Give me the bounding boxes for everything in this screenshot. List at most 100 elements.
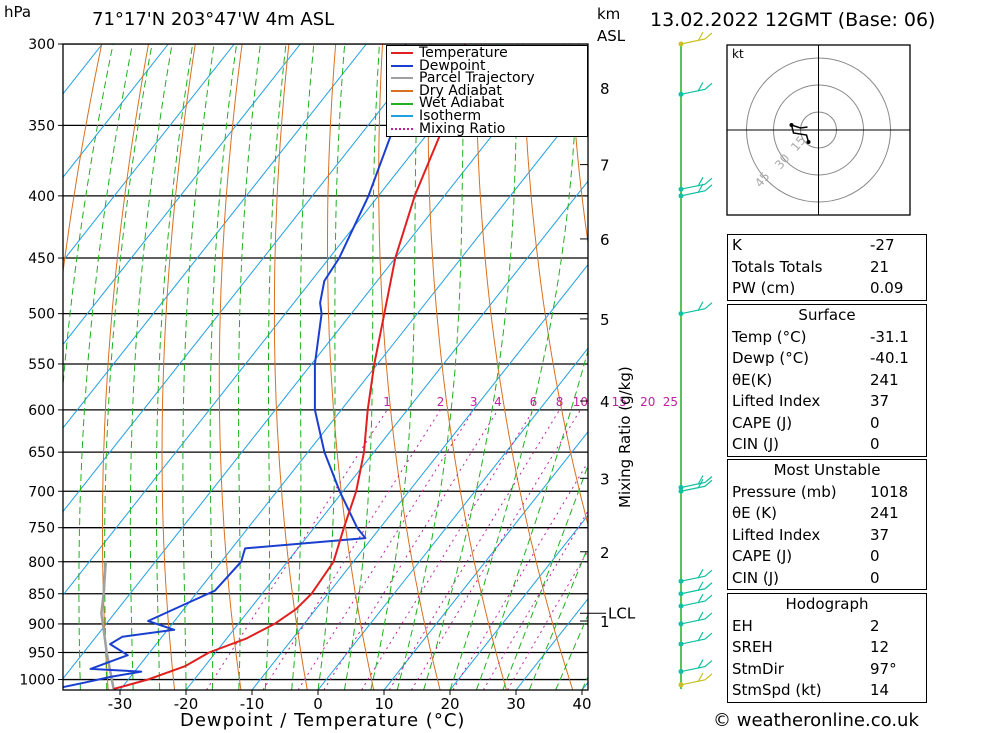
wind-barb-flag: [697, 176, 704, 187]
dry-adiabat-line: [102, 44, 149, 690]
mu-li-value: 37: [870, 525, 890, 544]
pressure-tick-label: 350: [28, 118, 55, 134]
legend-swatch: [391, 102, 413, 105]
wind-barb: [680, 476, 713, 489]
surface-thetae-value: 241: [870, 370, 899, 389]
pw-value: 0.09: [870, 279, 904, 297]
mu-pressure-value: 1018: [870, 482, 909, 501]
legend-item: Parcel Trajectory: [387, 71, 587, 85]
surface-cin-label: CIN (J): [732, 435, 780, 453]
temperature-tick-label: 30: [506, 695, 525, 713]
location-title: 71°17'N 203°47'W 4m ASL: [92, 9, 335, 30]
mixing-ratio-label: 4: [494, 395, 502, 409]
sreh-value: 12: [870, 638, 890, 656]
wet-adiabat-line: [528, 545, 588, 690]
asl-label: ASL: [597, 27, 626, 45]
mu-thetae-label: θE (K): [732, 504, 777, 522]
mu-li-label: Lifted Index: [732, 525, 821, 544]
temperature-tick-label: 10: [374, 695, 393, 713]
dry-adiabat-line: [63, 44, 103, 276]
mu-cape-label: CAPE (J): [732, 547, 793, 565]
wet-adiabat-line: [502, 464, 588, 690]
wind-barb: [680, 32, 713, 45]
mixing-ratio-line: [361, 409, 534, 690]
wind-barb-flag: [697, 475, 704, 485]
pressure-tick-label: 850: [28, 587, 55, 603]
mixing-ratio-line: [410, 409, 581, 690]
parcel-trajectory-line: [100, 561, 115, 690]
isotherm-line: [63, 44, 235, 262]
isotherm-line: [185, 180, 588, 690]
wet-adiabat-line: [238, 44, 261, 690]
indices-table: K -27 Totals Totals 21 PW (cm) 0.09: [727, 234, 927, 301]
wind-barb: [680, 612, 713, 625]
temperature-tick-label: 0: [313, 695, 323, 713]
surface-cin-value: 0: [870, 435, 880, 453]
copyright-link[interactable]: © weatheronline.co.uk: [713, 710, 919, 731]
dry-adiabat-line: [427, 44, 507, 690]
wet-adiabat-line: [78, 44, 133, 690]
pressure-tick-label: 400: [28, 189, 55, 205]
dry-adiabat-line: [522, 44, 588, 527]
legend-label: Isotherm: [419, 107, 482, 124]
isotherm-line: [251, 263, 588, 690]
km-tick-label: 8: [600, 80, 610, 98]
surface-dewp-value: -40.1: [870, 349, 909, 367]
mixing-ratio-line: [452, 461, 588, 690]
mixing-ratio-line: [507, 549, 588, 690]
wind-barb: [680, 594, 713, 607]
most-unstable-table: Most Unstable Pressure (mb) 1018 θE (K) 24…: [727, 459, 927, 590]
wind-barb-flag: [697, 631, 704, 642]
isotherm-line: [63, 44, 565, 680]
dry-adiabat-line: [161, 44, 196, 690]
pressure-tick-label: 700: [28, 484, 55, 500]
mixing-ratio-label: 15: [612, 395, 627, 409]
x-axis-title: Dewpoint / Temperature (°C): [180, 710, 466, 731]
legend-label: Dewpoint: [419, 57, 486, 74]
wind-barb: [680, 582, 713, 595]
isotherm-line: [63, 44, 433, 513]
wet-adiabat-line: [396, 44, 466, 690]
temperature-tick-label: 20: [440, 695, 459, 713]
wind-barb: [680, 184, 713, 197]
pressure-tick-label: 900: [28, 617, 55, 633]
surface-cape-label: CAPE (J): [732, 413, 793, 432]
legend-label: Dry Adiabat: [419, 82, 502, 99]
wind-barb: [680, 632, 713, 645]
km-tick-label: 4: [600, 393, 610, 411]
wind-barb: [680, 177, 713, 190]
mu-cape-value: 0: [870, 547, 880, 565]
km-tick-label: 1: [600, 613, 610, 631]
mu-cin-label: CIN (J): [732, 568, 780, 587]
surface-li-label: Lifted Index: [732, 392, 821, 410]
isotherm-line: [119, 96, 588, 690]
legend-swatch: [391, 77, 413, 80]
hodograph-unit: kt: [732, 47, 744, 61]
wet-adiabat-line: [555, 614, 588, 690]
wind-barb: [680, 569, 713, 582]
legend-item: Dewpoint: [387, 57, 587, 74]
isotherm-line: [63, 44, 301, 346]
isotherm-line: [383, 430, 588, 690]
eh-value: 2: [870, 616, 880, 635]
plot-frame: [62, 43, 589, 691]
hodograph-table: Hodograph EH 2 SREH 12 StmDir 97° StmSpd (k…: [727, 593, 927, 703]
mixing-ratio-label: 2: [437, 395, 445, 409]
surface-table: Surface Temp (°C) -31.1 Dewp (°C) -40.1 θE…: [727, 304, 927, 457]
dry-adiabat-line: [944, 44, 1000, 690]
mixing-ratio-line: [388, 409, 561, 690]
dry-adiabat-line: [327, 44, 375, 690]
legend-swatch: [391, 52, 413, 55]
km-tick-label: 7: [600, 157, 610, 175]
legend-item: Mixing Ratio: [387, 122, 587, 135]
wind-barb-flag: [697, 611, 704, 622]
totals-totals-label: Totals Totals: [732, 257, 823, 276]
mixing-ratio-label: 10: [573, 395, 588, 409]
legend-swatch: [391, 115, 413, 118]
profiles-layer: [63, 44, 467, 690]
dry-adiabat-line: [991, 44, 1000, 690]
wet-adiabat-line: [423, 44, 519, 690]
legend-item: Wet Adiabat: [387, 97, 587, 110]
temperature-tick-label: -30: [108, 695, 133, 713]
